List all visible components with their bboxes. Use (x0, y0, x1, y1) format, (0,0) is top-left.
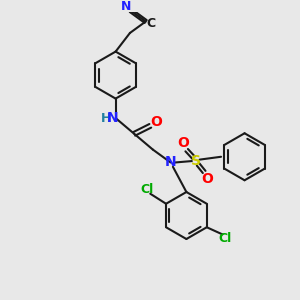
Text: O: O (178, 136, 190, 150)
Text: H: H (100, 112, 111, 124)
Text: Cl: Cl (219, 232, 232, 245)
Text: N: N (121, 0, 131, 14)
Text: Cl: Cl (141, 183, 154, 196)
Text: C: C (146, 17, 155, 30)
Text: S: S (191, 154, 201, 168)
Text: O: O (201, 172, 213, 186)
Text: N: N (165, 155, 176, 170)
Text: O: O (150, 115, 162, 128)
Text: N: N (106, 111, 118, 125)
